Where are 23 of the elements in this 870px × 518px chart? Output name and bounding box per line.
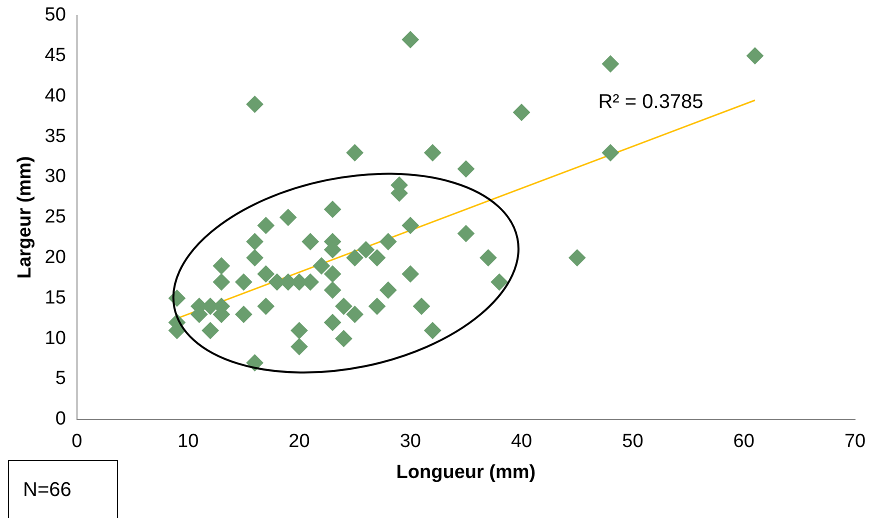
y-tick-label: 25 [44,206,66,228]
y-tick-label: 10 [44,328,66,349]
x-tick-label: 60 [733,431,754,452]
y-axis-title: Largeur (mm) [14,156,36,279]
y-tick-label: 35 [44,126,66,147]
x-tick-label: 30 [400,431,421,452]
x-tick-label: 40 [510,431,532,452]
x-tick-label: 20 [288,431,310,452]
y-tick-label: 40 [44,85,66,106]
y-tick-label: 50 [44,4,66,26]
x-axis-title: Longueur (mm) [396,462,536,483]
y-tick-label: 45 [44,45,66,66]
x-tick-label: 50 [622,431,644,452]
y-tick-label: 20 [44,247,66,268]
annotation: R² = 0.3785 [598,90,704,113]
x-tick-label: 0 [72,431,82,452]
y-tick-label: 15 [44,287,66,308]
x-tick-label: 10 [178,431,199,452]
y-tick-label: 0 [55,408,66,430]
text: N=66 [8,460,118,518]
y-tick-label: 5 [55,368,66,390]
y-tick-label: 30 [44,166,66,188]
x-tick-label: 70 [844,431,866,452]
